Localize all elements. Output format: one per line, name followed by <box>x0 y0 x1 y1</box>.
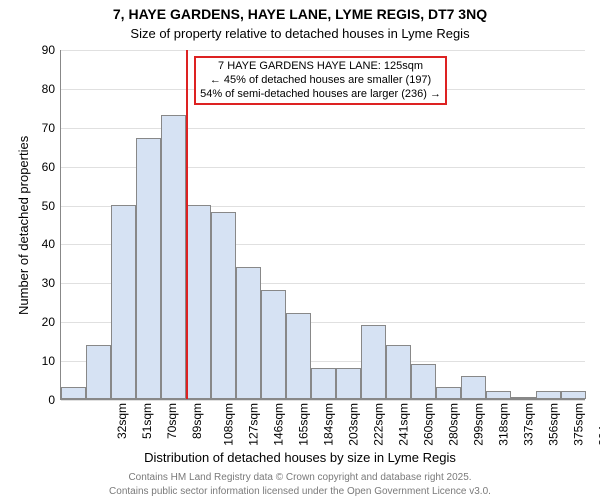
x-tick-label: 260sqm <box>421 403 435 446</box>
gridline <box>61 400 585 401</box>
histogram-bar <box>511 397 536 399</box>
y-tick-label: 90 <box>42 43 61 57</box>
histogram-bar <box>211 212 236 399</box>
gridline <box>61 50 585 51</box>
chart-title: 7, HAYE GARDENS, HAYE LANE, LYME REGIS, … <box>0 6 600 22</box>
histogram-bar <box>411 364 436 399</box>
x-tick-label: 51sqm <box>140 403 154 439</box>
histogram-bar <box>386 345 411 399</box>
x-tick-label: 375sqm <box>571 403 585 446</box>
histogram-bar <box>186 205 211 399</box>
x-tick-label: 318sqm <box>496 403 510 446</box>
footer-line-2: Contains public sector information licen… <box>0 486 600 497</box>
x-tick-label: 184sqm <box>321 403 335 446</box>
x-tick-label: 280sqm <box>446 403 460 446</box>
footer-line-1: Contains HM Land Registry data © Crown c… <box>0 472 600 483</box>
histogram-bar <box>361 325 386 399</box>
y-tick-label: 30 <box>42 276 61 290</box>
y-tick-label: 80 <box>42 82 61 96</box>
x-tick-label: 222sqm <box>371 403 385 446</box>
histogram-bar <box>461 376 486 399</box>
x-tick-label: 299sqm <box>471 403 485 446</box>
y-tick-label: 10 <box>42 354 61 368</box>
histogram-bar <box>86 345 111 399</box>
y-tick-label: 0 <box>48 393 61 407</box>
histogram-bar <box>161 115 186 399</box>
y-tick-label: 70 <box>42 121 61 135</box>
y-tick-label: 20 <box>42 315 61 329</box>
plot-area: 010203040506070809032sqm51sqm70sqm89sqm1… <box>60 50 585 400</box>
histogram-bar <box>61 387 86 399</box>
x-tick-label: 203sqm <box>346 403 360 446</box>
gridline <box>61 128 585 129</box>
histogram-bar <box>536 391 561 399</box>
x-tick-label: 32sqm <box>115 403 129 439</box>
x-tick-label: 241sqm <box>396 403 410 446</box>
annotation-line: 54% of semi-detached houses are larger (… <box>200 88 441 102</box>
chart-subtitle: Size of property relative to detached ho… <box>0 26 600 41</box>
y-axis-label: Number of detached properties <box>16 136 31 315</box>
y-tick-label: 40 <box>42 237 61 251</box>
y-tick-label: 60 <box>42 160 61 174</box>
histogram-bar <box>336 368 361 399</box>
histogram-bar <box>436 387 461 399</box>
y-tick-label: 50 <box>42 199 61 213</box>
x-tick-label: 70sqm <box>165 403 179 439</box>
x-tick-label: 108sqm <box>221 403 235 446</box>
x-tick-label: 356sqm <box>546 403 560 446</box>
histogram-bar <box>311 368 336 399</box>
marker-line <box>186 50 188 399</box>
histogram-bar <box>286 313 311 399</box>
x-tick-label: 337sqm <box>521 403 535 446</box>
histogram-bar <box>136 138 161 399</box>
histogram-bar <box>236 267 261 399</box>
x-axis-label: Distribution of detached houses by size … <box>0 450 600 465</box>
annotation-box: 7 HAYE GARDENS HAYE LANE: 125sqm← 45% of… <box>194 56 447 105</box>
x-tick-label: 394sqm <box>596 403 600 446</box>
annotation-line: ← 45% of detached houses are smaller (19… <box>200 74 441 88</box>
histogram-bar <box>261 290 286 399</box>
histogram-bar <box>486 391 511 399</box>
x-tick-label: 165sqm <box>296 403 310 446</box>
histogram-bar <box>111 205 136 399</box>
x-tick-label: 146sqm <box>271 403 285 446</box>
histogram-chart: 7, HAYE GARDENS, HAYE LANE, LYME REGIS, … <box>0 0 600 500</box>
x-tick-label: 89sqm <box>190 403 204 439</box>
x-tick-label: 127sqm <box>246 403 260 446</box>
histogram-bar <box>561 391 586 399</box>
annotation-line: 7 HAYE GARDENS HAYE LANE: 125sqm <box>200 60 441 74</box>
